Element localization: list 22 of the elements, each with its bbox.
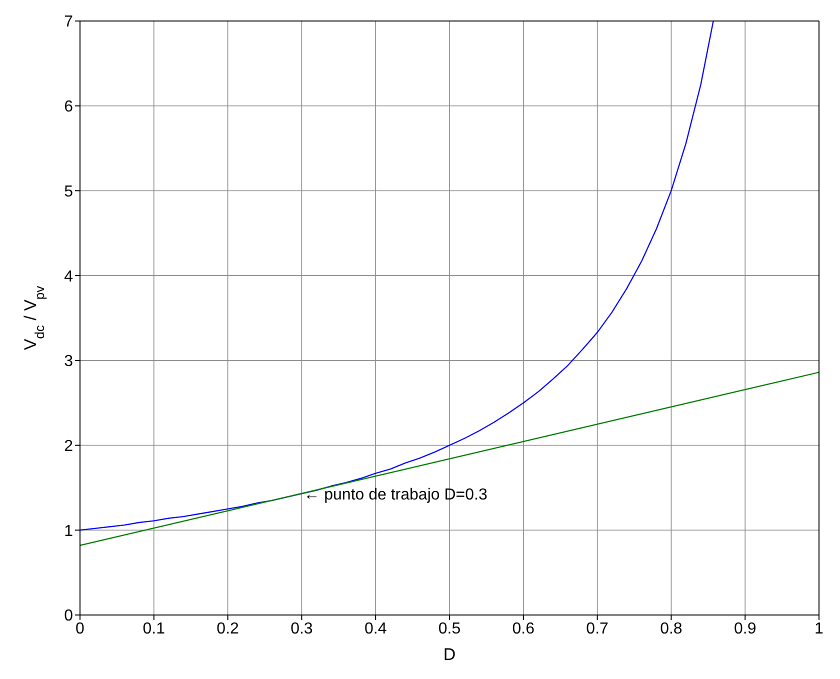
x-tick-label: 0.5 (438, 620, 461, 638)
x-tick-label: 0 (76, 620, 85, 638)
y-tick-label: 1 (64, 522, 74, 540)
y-tick-label: 5 (64, 183, 74, 200)
y-tick-label: 7 (64, 14, 74, 31)
line-series (80, 21, 714, 531)
x-tick-label: 0.2 (216, 620, 240, 638)
x-tick-label: 0.1 (142, 620, 166, 638)
x-tick-label: 0.4 (364, 620, 387, 638)
x-tick-label: 1 (814, 620, 824, 638)
x-tick-label: 0.6 (512, 620, 535, 638)
annotation: ← punto de trabajo D=0.3 (304, 486, 488, 504)
y-tick-label: 3 (64, 353, 74, 370)
x-axis-title: D (443, 645, 456, 664)
x-tick-label: 0.7 (586, 620, 609, 638)
y-tick-label: 0 (64, 608, 74, 625)
x-tick-label: 0.8 (660, 620, 682, 638)
x-tick-label: 0.3 (290, 620, 313, 638)
y-tick-label: 4 (64, 268, 74, 286)
x-tick-label: 0.9 (734, 620, 756, 638)
y-tick-label: 2 (64, 438, 74, 455)
y-tick-label: 6 (64, 98, 74, 116)
